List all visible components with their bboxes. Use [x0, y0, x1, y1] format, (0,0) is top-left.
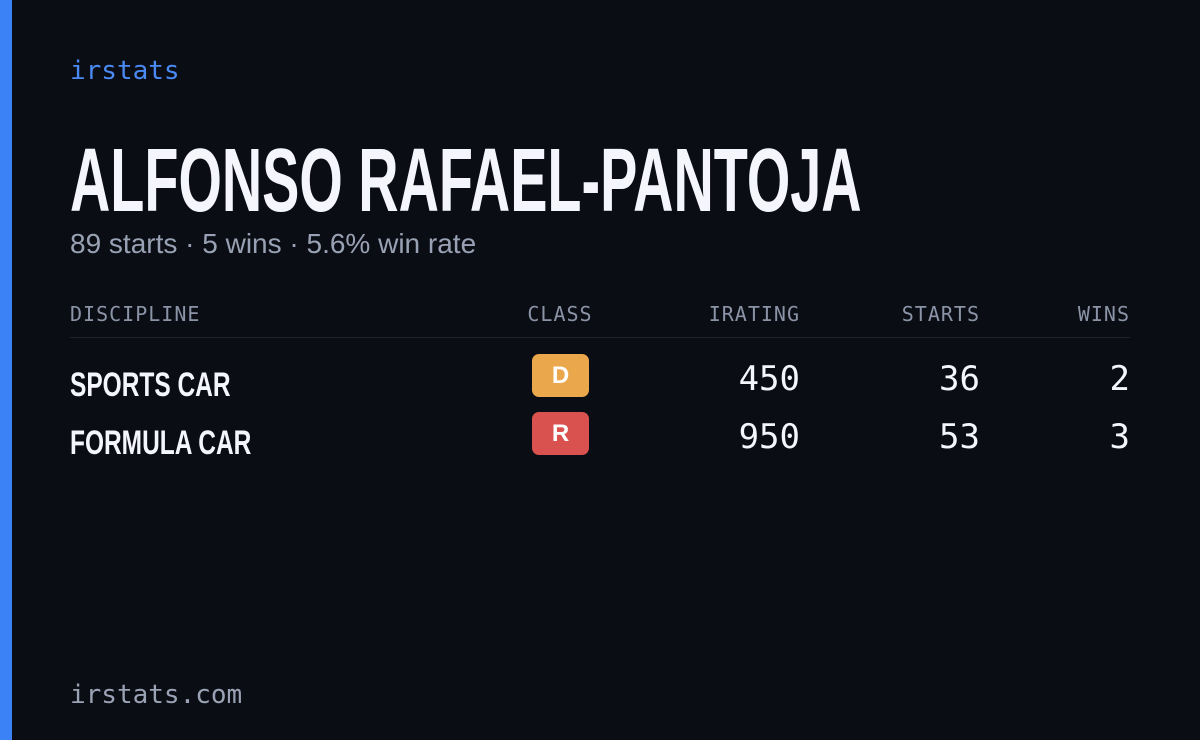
header-separator: [70, 337, 1130, 338]
class-badge: R: [532, 412, 589, 455]
column-header: IRATING: [708, 302, 800, 326]
wins: 3: [1109, 417, 1130, 457]
discipline: SPORTS CAR: [70, 366, 231, 404]
irating: 450: [738, 359, 800, 399]
irating: 950: [738, 417, 800, 457]
class-badge: D: [532, 354, 589, 397]
column-header: CLASS: [527, 302, 593, 326]
discipline: FORMULA CAR: [70, 424, 252, 462]
footer: irstats.com: [70, 680, 243, 710]
starts: 53: [939, 417, 980, 457]
column-header: DISCIPLINE: [70, 302, 201, 326]
column-header: STARTS: [901, 302, 980, 326]
starts: 36: [939, 359, 980, 399]
driver-summary: 89 starts · 5 wins · 5.6% win rate: [70, 228, 477, 259]
driver-name: ALFONSO RAFAEL-PANTOJA: [70, 131, 862, 231]
brand: irstats: [70, 56, 180, 86]
column-header: WINS: [1077, 302, 1130, 326]
accent-bar: [0, 0, 12, 740]
wins: 2: [1109, 359, 1130, 399]
